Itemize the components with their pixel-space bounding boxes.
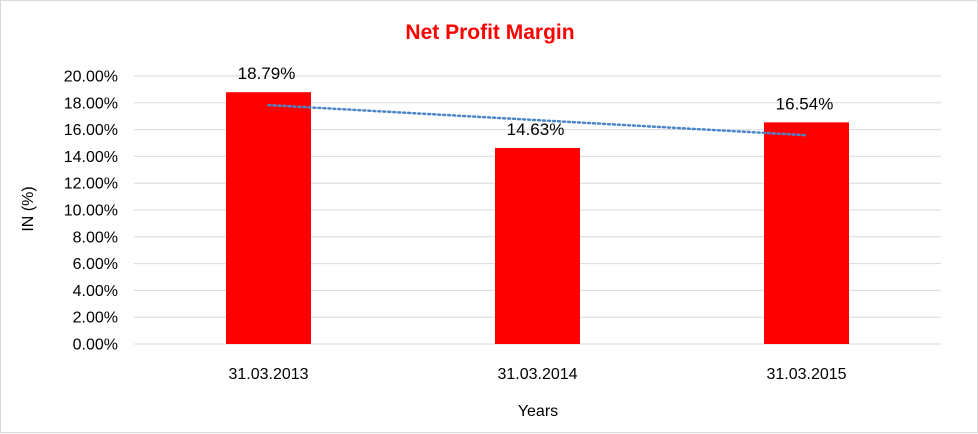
- y-axis-title: IN (%): [20, 186, 37, 231]
- bars: [226, 92, 849, 345]
- y-tick-label: 18.00%: [64, 95, 118, 112]
- bar-31.03.2013: [226, 92, 311, 345]
- y-tick-label: 16.00%: [64, 122, 118, 139]
- y-tick-label: 20.00%: [64, 69, 118, 86]
- trendline: [267, 103, 808, 137]
- trendline-layer: [267, 103, 808, 137]
- y-axis-ticks: 0.00% 2.00% 4.00% 6.00% 8.00% 10.00% 12.00% 14.…: [64, 69, 118, 354]
- x-axis-ticks: 31.03.2013 31.03.2014 31.03.2015: [228, 366, 846, 383]
- x-tick-label: 31.03.2015: [766, 366, 846, 383]
- data-label: 16.54%: [776, 94, 834, 113]
- data-labels: 18.79% 14.63% 16.54%: [238, 64, 834, 139]
- y-tick-label: 10.00%: [64, 203, 118, 220]
- x-axis-title: Years: [518, 403, 558, 420]
- y-tick-label: 14.00%: [64, 149, 118, 166]
- bar-31.03.2015: [764, 122, 849, 344]
- y-tick-label: 4.00%: [73, 283, 118, 300]
- chart-title: Net Profit Margin: [405, 21, 574, 44]
- y-tick-label: 6.00%: [73, 256, 118, 273]
- data-label: 14.63%: [507, 120, 565, 139]
- x-tick-label: 31.03.2013: [228, 366, 308, 383]
- y-tick-label: 12.00%: [64, 176, 118, 193]
- y-tick-label: 2.00%: [73, 310, 118, 327]
- y-tick-label: 8.00%: [73, 229, 118, 246]
- bar-31.03.2014: [495, 147, 580, 344]
- y-tick-label: 0.00%: [73, 337, 118, 354]
- x-tick-label: 31.03.2014: [497, 366, 577, 383]
- data-label: 18.79%: [238, 64, 296, 83]
